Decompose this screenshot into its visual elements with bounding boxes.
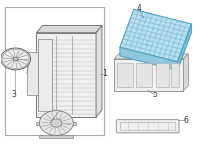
FancyBboxPatch shape [39, 135, 73, 138]
FancyBboxPatch shape [36, 33, 96, 117]
Text: 1: 1 [103, 69, 107, 78]
FancyBboxPatch shape [171, 63, 179, 87]
Polygon shape [120, 47, 177, 71]
Polygon shape [114, 54, 188, 59]
Text: 2: 2 [47, 116, 52, 125]
FancyBboxPatch shape [117, 63, 133, 87]
FancyBboxPatch shape [136, 63, 152, 87]
FancyBboxPatch shape [116, 120, 179, 133]
Text: 4: 4 [136, 4, 141, 13]
Circle shape [1, 48, 30, 70]
Text: 3: 3 [11, 90, 16, 99]
Circle shape [51, 119, 62, 127]
FancyBboxPatch shape [114, 59, 183, 91]
Polygon shape [36, 25, 102, 33]
Text: 6: 6 [184, 116, 189, 125]
FancyBboxPatch shape [5, 6, 104, 135]
FancyBboxPatch shape [38, 39, 52, 111]
Circle shape [13, 57, 18, 61]
FancyBboxPatch shape [36, 122, 76, 125]
FancyBboxPatch shape [156, 63, 169, 87]
Circle shape [39, 111, 73, 135]
FancyBboxPatch shape [27, 52, 38, 95]
Text: 5: 5 [152, 90, 157, 99]
Polygon shape [96, 25, 102, 117]
Polygon shape [177, 24, 191, 71]
Polygon shape [183, 54, 188, 91]
Polygon shape [120, 9, 191, 62]
